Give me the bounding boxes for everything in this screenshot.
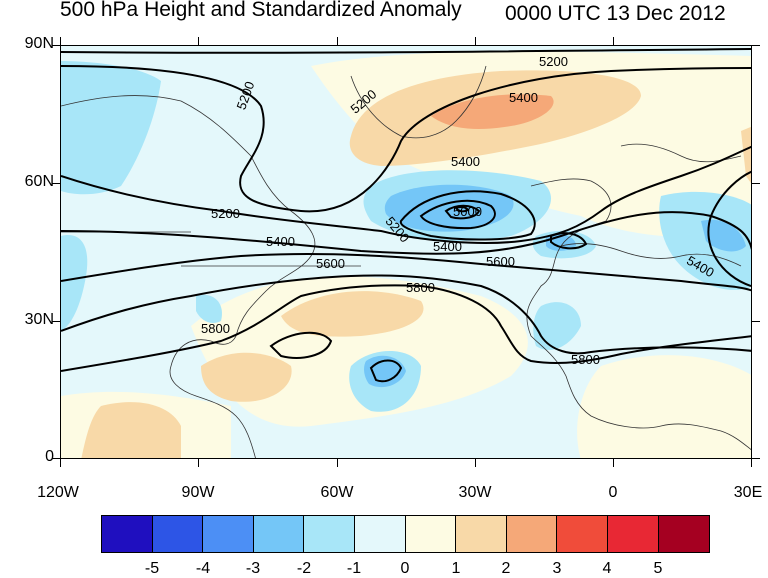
colorbar-swatch bbox=[405, 516, 457, 552]
colorbar-label: 2 bbox=[501, 560, 511, 577]
colorbar-swatch bbox=[506, 516, 558, 552]
contour-label: 5400 bbox=[433, 239, 462, 254]
x-tick bbox=[475, 459, 476, 467]
anomaly-mid-blue-europe bbox=[701, 219, 746, 252]
y-tick bbox=[52, 321, 60, 322]
anomaly-blue-alaska bbox=[61, 61, 161, 195]
anomaly-blue-gulf bbox=[196, 294, 222, 323]
colorbar-label: 1 bbox=[451, 560, 461, 577]
map-datetime: 0000 UTC 13 Dec 2012 bbox=[505, 2, 726, 25]
colorbar-label: 3 bbox=[552, 560, 562, 577]
x-tick bbox=[60, 459, 61, 467]
colorbar-label: -2 bbox=[296, 560, 312, 577]
x-tick bbox=[198, 37, 199, 45]
x-axis-label: 120W bbox=[37, 484, 79, 501]
y-tick bbox=[752, 183, 760, 184]
y-tick bbox=[752, 458, 760, 459]
x-axis-label: 90W bbox=[181, 484, 215, 501]
colorbar-swatch bbox=[456, 516, 507, 552]
contour-label: 5400 bbox=[451, 154, 480, 169]
colorbar-swatch bbox=[354, 516, 406, 552]
contour-label: 5800 bbox=[571, 352, 600, 367]
colorbar-swatch bbox=[152, 516, 204, 552]
colorbar-label: 5 bbox=[653, 560, 663, 577]
anomaly-deep-orange-greenland bbox=[431, 94, 554, 129]
x-tick bbox=[198, 459, 199, 467]
anomaly-blue-europe bbox=[659, 191, 751, 290]
colorbar bbox=[101, 515, 711, 553]
anomaly-orange-atlantic bbox=[281, 291, 424, 337]
contour-label: 5600 bbox=[316, 256, 345, 271]
y-axis-label: 90N bbox=[24, 35, 54, 52]
x-axis-label: 60W bbox=[320, 484, 354, 501]
colorbar-swatch bbox=[557, 516, 608, 552]
x-tick bbox=[337, 459, 338, 467]
y-axis-label: 30N bbox=[24, 311, 54, 328]
contour-label: 5000 bbox=[453, 204, 482, 219]
x-tick bbox=[751, 459, 752, 467]
x-tick bbox=[337, 37, 338, 45]
x-tick bbox=[613, 37, 614, 45]
contour-label: 5200 bbox=[211, 206, 240, 221]
anomaly-orange-pacific bbox=[81, 402, 181, 458]
x-axis-label: 0 bbox=[608, 484, 618, 501]
x-axis-label: 30W bbox=[458, 484, 492, 501]
colorbar-swatch bbox=[253, 516, 305, 552]
y-tick bbox=[752, 45, 760, 46]
height-contours bbox=[61, 48, 751, 383]
x-tick bbox=[475, 37, 476, 45]
contour-label: 5400 bbox=[509, 90, 538, 105]
x-tick bbox=[613, 459, 614, 467]
colorbar-label: 4 bbox=[602, 560, 612, 577]
contour-label: 5800 bbox=[201, 321, 230, 336]
colorbar-label: -1 bbox=[346, 560, 362, 577]
y-tick bbox=[52, 183, 60, 184]
contour-label: 5400 bbox=[266, 234, 295, 249]
colorbar-swatch bbox=[203, 516, 254, 552]
colorbar-label: -4 bbox=[195, 560, 211, 577]
colorbar-swatch bbox=[102, 516, 153, 552]
contour-label: 5600 bbox=[486, 254, 515, 269]
anomaly-orange-east bbox=[741, 126, 751, 184]
map-title: 500 hPa Height and Standardized Anomaly bbox=[60, 0, 462, 21]
contour-label: 5800 bbox=[406, 280, 435, 295]
x-axis-label: 30E bbox=[733, 484, 763, 501]
anomaly-orange-caribbean bbox=[201, 352, 292, 402]
anomaly-mid-blue-central-atlantic bbox=[364, 355, 406, 388]
colorbar-label: 0 bbox=[400, 560, 410, 577]
x-tick bbox=[60, 37, 61, 45]
y-axis-label: 60N bbox=[24, 173, 54, 190]
colorbar-swatch bbox=[607, 516, 659, 552]
y-tick bbox=[52, 45, 60, 46]
colorbar-swatch bbox=[304, 516, 355, 552]
map-panel: 5200 5200 5400 5200 5400 5000 5200 5400 … bbox=[60, 45, 752, 459]
anomaly-cream-africa bbox=[577, 355, 751, 458]
map-canvas bbox=[61, 46, 751, 458]
anomaly-blue-morocco bbox=[533, 302, 581, 350]
colorbar-swatch bbox=[658, 516, 710, 552]
y-tick bbox=[52, 458, 60, 459]
y-axis-label: 0 bbox=[45, 448, 54, 465]
anomaly-blue-pacific bbox=[61, 235, 88, 331]
y-tick bbox=[752, 321, 760, 322]
colorbar-label: -3 bbox=[245, 560, 261, 577]
colorbar-label: -5 bbox=[144, 560, 160, 577]
contour-label: 5200 bbox=[539, 54, 568, 69]
